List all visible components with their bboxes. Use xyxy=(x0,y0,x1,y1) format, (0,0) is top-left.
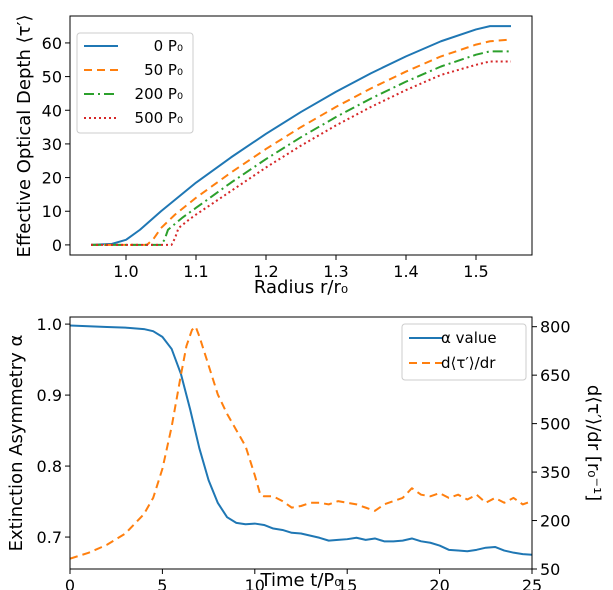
y-right-tick-label: 350 xyxy=(540,463,571,482)
y-tick-label: 30 xyxy=(42,135,62,154)
x-axis-label: Radius r/r₀ xyxy=(254,277,348,298)
y-tick-label: 1.0 xyxy=(37,315,62,334)
plot-frame xyxy=(69,316,533,570)
y-tick-label: 0.7 xyxy=(37,528,62,547)
y-tick-label: 40 xyxy=(42,101,62,120)
y-right-tick-label: 50 xyxy=(540,560,560,579)
y-axis-ticks-left: 0.7 0.8 0.9 1.0 xyxy=(37,315,70,547)
x-axis-label: Time t/P₀ xyxy=(260,570,342,590)
y-axis-label-right: d⟨τ′⟩/dr [r₀⁻¹] xyxy=(583,385,604,501)
y-axis-label: Effective Optical Depth ⟨τ′⟩ xyxy=(14,14,35,257)
legend-box xyxy=(76,32,194,134)
chart-optical-depth: 1.0 1.1 1.2 1.3 1.4 1.5 0 10 20 30 40 50 60 Radius … xyxy=(14,14,533,298)
series-line-0-p xyxy=(90,25,511,246)
x-tick-label: 1.5 xyxy=(463,262,488,281)
y-tick-label: 60 xyxy=(42,34,62,53)
plot-frame xyxy=(69,15,533,256)
legend: 0 P₀ 50 P₀ 200 P₀ 500 P₀ xyxy=(76,32,194,134)
series-line-d-dr xyxy=(70,325,532,560)
y-tick-label: 0.8 xyxy=(37,457,62,476)
legend-label-d-dr: d⟨τ′⟩/dr xyxy=(441,354,496,372)
x-tick-label: 0 xyxy=(65,576,75,590)
legend: α value d⟨τ′⟩/dr xyxy=(401,323,527,381)
x-tick-label: 1.2 xyxy=(253,262,278,281)
x-tick-label: 1.3 xyxy=(323,262,348,281)
legend-label-50-p: 50 P₀ xyxy=(144,61,183,79)
y-tick-label: 10 xyxy=(42,202,62,221)
series-lines xyxy=(70,324,532,560)
series-line-value xyxy=(70,324,532,556)
y-axis-ticks-right: 50 200 350 500 650 800 xyxy=(532,318,571,579)
x-tick-label: 1.0 xyxy=(113,262,138,281)
x-tick-label: 1.4 xyxy=(393,262,418,281)
y-axis-label-left: Extinction Asymmetry α xyxy=(6,335,27,552)
x-tick-label: 20 xyxy=(429,576,449,590)
series-line-200-p xyxy=(91,50,511,246)
legend-label-0-p: 0 P₀ xyxy=(154,37,183,55)
x-tick-label: 15 xyxy=(337,576,357,590)
y-tick-label: 0 xyxy=(52,236,62,255)
legend-label-200-p: 200 P₀ xyxy=(135,85,183,103)
chart-extinction-asymmetry: 0 5 10 15 20 25 0.7 0.8 0.9 1.0 50 200 350 500 650 80… xyxy=(6,315,604,590)
x-axis-ticks: 0 5 10 15 20 25 xyxy=(65,569,542,590)
y-tick-label: 20 xyxy=(42,169,62,188)
y-right-tick-label: 650 xyxy=(540,366,571,385)
series-line-500-p xyxy=(91,60,511,246)
x-tick-label: 25 xyxy=(522,576,542,590)
series-line-50-p xyxy=(91,38,512,246)
x-tick-label: 5 xyxy=(157,576,167,590)
legend-label-500-p: 500 P₀ xyxy=(135,109,183,127)
y-right-tick-label: 200 xyxy=(540,512,571,531)
series-lines xyxy=(90,25,512,246)
y-right-tick-label: 800 xyxy=(540,318,571,337)
x-tick-label: 10 xyxy=(245,576,265,590)
legend-label-value: α value xyxy=(441,329,497,347)
x-axis-ticks: 1.0 1.1 1.2 1.3 1.4 1.5 xyxy=(113,255,489,281)
x-tick-label: 1.1 xyxy=(183,262,208,281)
y-axis-ticks: 0 10 20 30 40 50 60 xyxy=(42,34,70,255)
y-tick-label: 0.9 xyxy=(37,386,62,405)
y-right-tick-label: 500 xyxy=(540,415,571,434)
y-tick-label: 50 xyxy=(42,68,62,87)
